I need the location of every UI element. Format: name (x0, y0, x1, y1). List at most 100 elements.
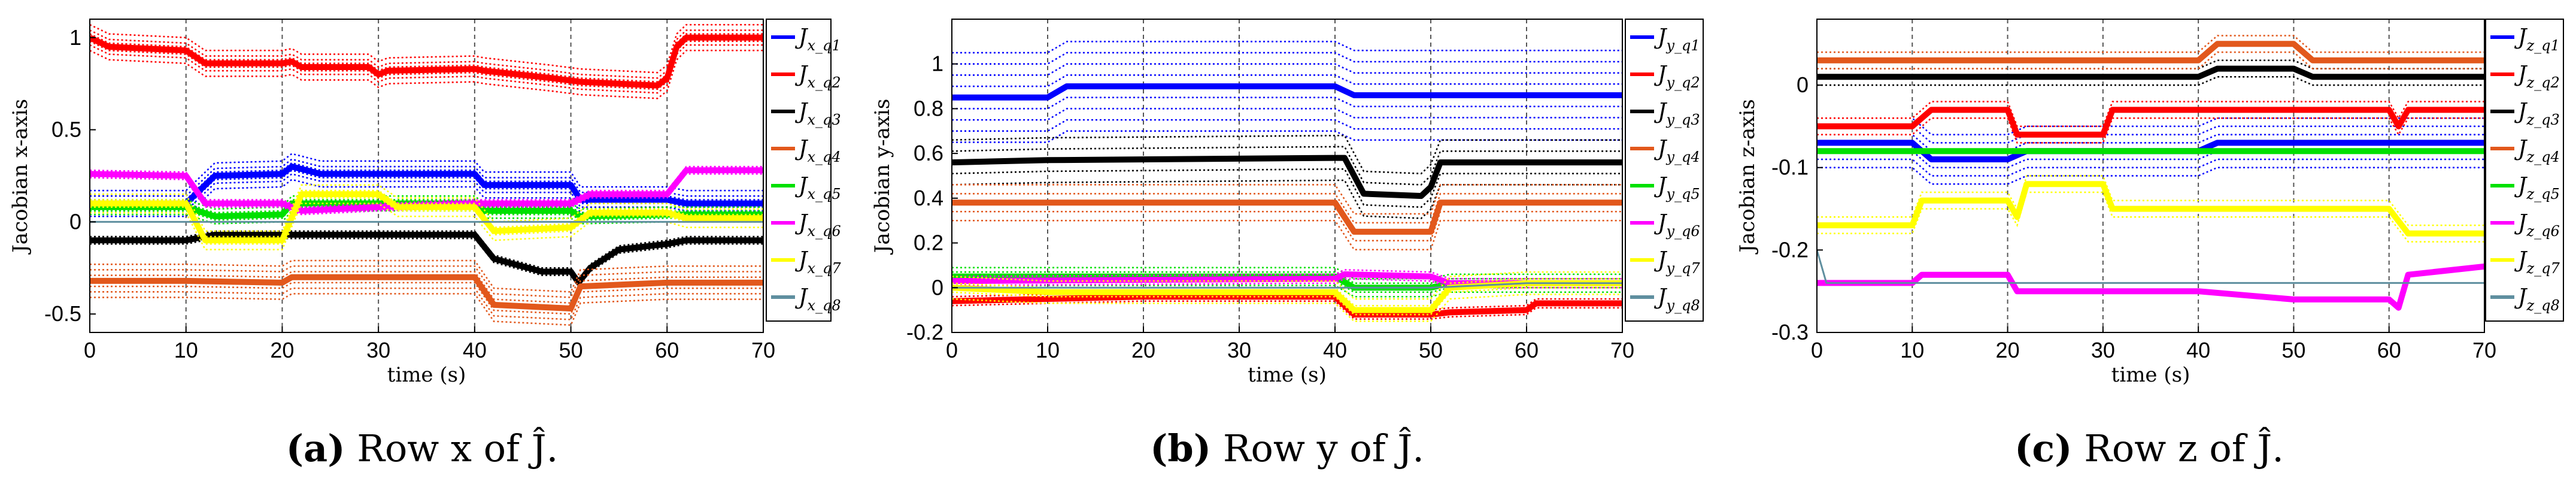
x-tick-label: 40 (1323, 338, 1347, 362)
series-band-J_y_q7-0-0 (952, 278, 1622, 307)
series-line-J_x_q7 (90, 191, 763, 244)
x-tick-label: 20 (270, 338, 294, 362)
series-band-J_x_q4-2-0 (90, 259, 763, 293)
series-band-J_y_q3-1-0 (952, 135, 1622, 175)
series-band-J_x_q4-0-1 (90, 282, 763, 315)
y-tick-label: 0.6 (914, 141, 943, 165)
series-band-J_z_q2-0-1 (1817, 117, 2484, 144)
series-band-J_z_q3-0-1 (1817, 76, 2484, 86)
y-tick-label: -0.2 (1771, 237, 1809, 262)
x-tick-label: 70 (1610, 338, 1634, 362)
y-tick-label: -0.1 (1771, 155, 1809, 180)
series-line-J_x_q3 (90, 231, 763, 286)
series-band-J_y_q1-0-0 (952, 74, 1622, 87)
y-tick-label: -0.2 (906, 320, 943, 344)
x-tick-label: 20 (1131, 338, 1155, 362)
series-band-J_x_q4-2-1 (90, 293, 763, 326)
y-tick-label: -0.3 (1771, 320, 1809, 344)
series-band-J_x_q7-1-0 (90, 184, 763, 232)
series-band-J_z_q1-1-1 (1817, 158, 2484, 177)
x-tick-label: 50 (1419, 338, 1443, 362)
series-group (952, 41, 1622, 322)
x-tick-label: 40 (463, 338, 487, 362)
axes-frame (89, 19, 764, 333)
series-band-J_y_q3-0-1 (952, 168, 1622, 208)
legend-box (2485, 19, 2564, 322)
y-tick-label: 0 (1797, 72, 1809, 97)
series-band-J_y_q1-0-1 (952, 96, 1622, 110)
series-band-J_x_q2-2-0 (90, 23, 763, 74)
series-band-J_y_q3-0-0 (952, 146, 1622, 186)
series-line-J_z_q6 (1817, 263, 2484, 311)
series-line-J_z_q3 (1817, 65, 2484, 80)
y-axis-label: Jacobian y-axis (870, 99, 894, 255)
y-tick-label: 1 (932, 52, 943, 76)
series-band-J_z_q4-0-1 (1817, 51, 2484, 69)
series-band-J_y_q5-1-0 (952, 267, 1622, 280)
legend-box (766, 19, 832, 322)
series-line-J_y_q2 (952, 294, 1622, 318)
x-tick-label: 30 (1227, 338, 1251, 362)
series-band-J_y_q5-1-1 (952, 285, 1622, 298)
plot-area (1817, 19, 2484, 332)
series-band-J_y_q7-1-1 (952, 294, 1622, 322)
series-line-J_z_q2 (1817, 107, 2484, 138)
series-band-J_x_q2-2-1 (90, 50, 763, 99)
caption: (a) Row x of Ĵ. (286, 426, 559, 470)
series-line-J_z_q8 (1817, 249, 2484, 284)
series-line-J_y_q8 (952, 282, 1622, 289)
chart-panel-c: 0 10 20 30 40 50 60 70 0 -0.1 -0.2 -0.3 time (s) Jaco… (1735, 19, 2564, 470)
series-line-J_y_q1 (952, 83, 1622, 101)
caption: (c) Row z of Ĵ. (2014, 426, 2284, 470)
series-line-J_x_q4 (90, 274, 763, 311)
legend-entry-J_y_q4: Jy_q4 (1653, 137, 1700, 165)
series-band-J_y_q4-0-1 (952, 211, 1622, 242)
series-band-J_y_q4-0-0 (952, 193, 1622, 224)
series-band-J_y_q1-2-0 (952, 52, 1622, 65)
series-band-J_x_q1-1-0 (90, 158, 763, 197)
series-band-J_x_q4-1-0 (90, 265, 763, 298)
x-tick-label: 0 (84, 338, 96, 362)
series-band-J_y_q4-1-1 (952, 219, 1622, 251)
series-band-J_x_q2-1-1 (90, 44, 763, 94)
series-band-J_x_q7-0-0 (90, 189, 763, 238)
series-band-J_y_q1-1-0 (952, 63, 1622, 76)
x-tick-label: 30 (366, 338, 390, 362)
series-band-J_x_q5-0-1 (90, 206, 763, 221)
series-line-J_y_q3 (952, 155, 1622, 199)
series-band-J_y_q2-1-1 (952, 300, 1622, 320)
y-tick-label: 0.4 (914, 186, 943, 210)
caption: (b) Row y of Ĵ. (1150, 426, 1424, 470)
x-tick-label: 0 (1811, 338, 1823, 362)
x-tick-label: 20 (1996, 338, 2020, 362)
x-tick-label: 60 (655, 338, 679, 362)
series-line-J_z_q1 (1817, 140, 2484, 162)
x-tick-label: 50 (2281, 338, 2305, 362)
y-tick-label: 0 (932, 275, 943, 300)
y-axis-label: Jacobian z-axis (1735, 99, 1759, 254)
series-band-J_x_q4-1-1 (90, 287, 763, 320)
series-line-J_x_q2 (90, 34, 763, 89)
series-band-J_z_q1-2-0 (1817, 117, 2484, 135)
series-line-J_y_q4 (952, 199, 1622, 235)
y-tick-label: 0 (69, 209, 81, 234)
series-band-J_y_q4-1-0 (952, 184, 1622, 215)
y-tick-label: 0.5 (51, 117, 81, 142)
series-group (1817, 35, 2484, 311)
x-axis-label: time (s) (387, 363, 466, 387)
x-tick-label: 40 (2186, 338, 2210, 362)
x-tick-label: 70 (2472, 338, 2496, 362)
x-axis-label: time (s) (1248, 363, 1327, 387)
series-band-J_z_q1-1-0 (1817, 125, 2484, 144)
x-tick-label: 60 (1515, 338, 1539, 362)
y-tick-label: 1 (69, 25, 81, 50)
x-tick-label: 10 (174, 338, 198, 362)
axes-frame (1816, 19, 2485, 333)
series-band-J_y_q1-1-1 (952, 108, 1622, 121)
series-band-J_y_q1-2-1 (952, 119, 1622, 132)
